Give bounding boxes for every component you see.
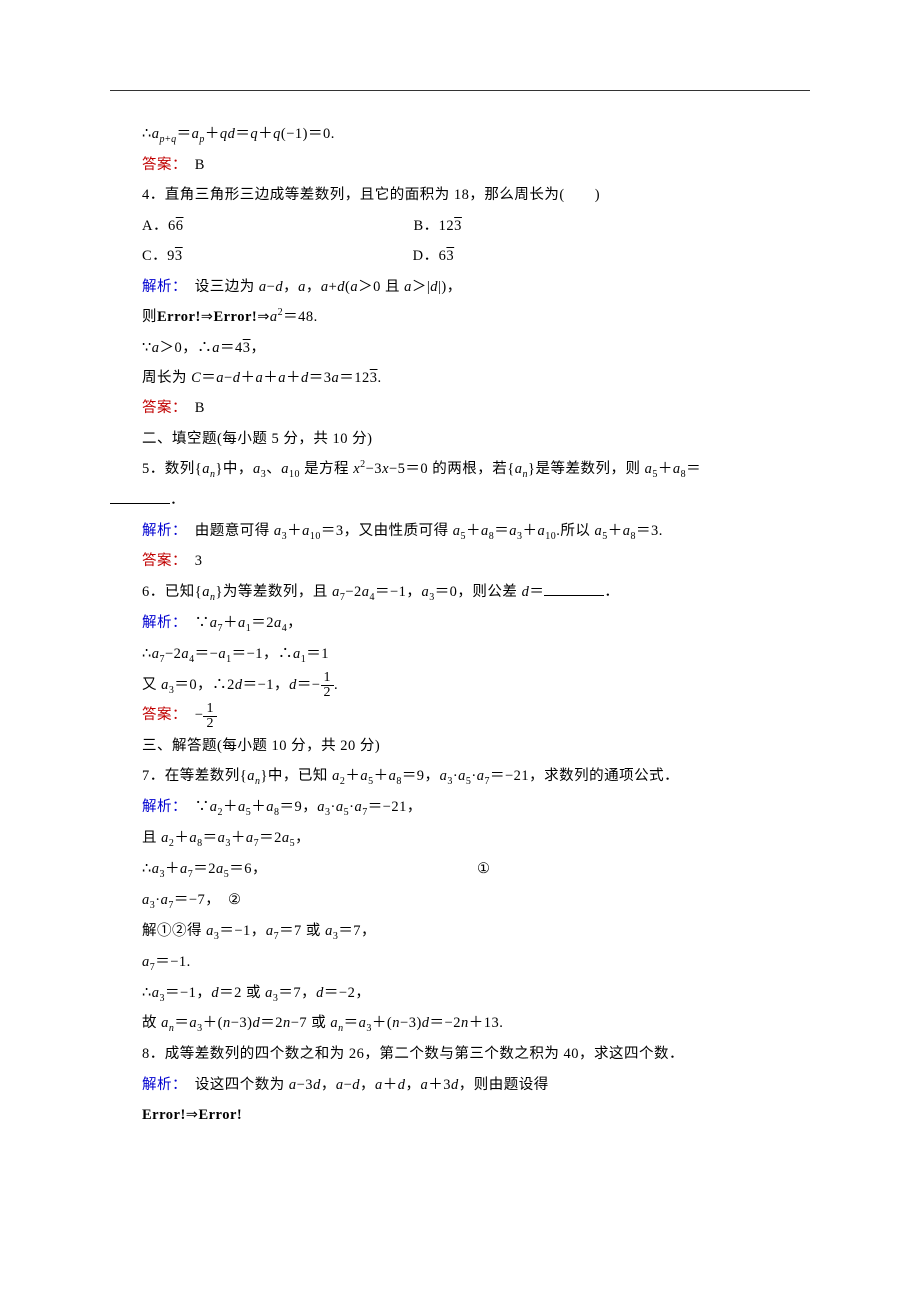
q4-row-cd: C．93 D．63	[110, 241, 810, 271]
analysis-label: 解析：	[142, 1077, 180, 1093]
q4-stem: 4．直角三角形三边成等差数列，且它的面积为 18，那么周长为( )	[110, 180, 810, 210]
q4-row-ab: A．66 B．123	[110, 211, 810, 241]
q4-answer: 答案： B	[110, 393, 810, 423]
q7-l1: 解析： ∵a2＋a5＋a8＝9，a3·a5·a7＝−21，	[110, 792, 810, 823]
q8-l2: Error!⇒Error!	[110, 1100, 810, 1130]
q7-l5: 解①②得 a3＝−1，a7＝7 或 a3＝7，	[110, 916, 810, 947]
analysis-label: 解析：	[142, 799, 180, 815]
q4-opt-a: A．66	[142, 218, 183, 234]
answer-label: 答案：	[142, 707, 180, 723]
q5-answer-value: 3	[195, 553, 203, 569]
q6-stem: 6．已知{an}为等差数列，且 a7−2a4＝−1，a3＝0，则公差 d＝．	[110, 577, 810, 608]
error-text: Error!	[142, 1107, 186, 1123]
q6-answer-value: −12	[195, 707, 217, 723]
error-text: Error!	[198, 1107, 242, 1123]
q5-stem: 5．数列{an}中，a3、a10 是方程 x2−3x−5＝0 的两根，若{an}…	[110, 454, 810, 485]
fraction-1-2: 12	[203, 702, 217, 731]
q8-l1: 解析： 设这四个数为 a−3d，a−d，a＋d，a＋3d，则由题设得	[110, 1070, 810, 1100]
q7-l2: 且 a2＋a8＝a3＋a7＝2a5，	[110, 823, 810, 854]
pre-answer: 答案： B	[110, 150, 810, 180]
q6-analysis-1: 解析： ∵a7＋a1＝2a4，	[110, 608, 810, 639]
q7-l3: ∴a3＋a7＝2a5＝6，①	[110, 854, 810, 885]
analysis-label: 解析：	[142, 615, 180, 631]
q5-answer: 答案： 3	[110, 546, 810, 576]
q4-analysis-4: 周长为 C＝a−d＋a＋a＋d＝3a＝123.	[110, 363, 810, 393]
answer-label: 答案：	[142, 400, 180, 416]
fraction-1-2: 12	[321, 671, 335, 700]
q5-blank-row: ．	[110, 485, 810, 515]
q4-analysis-2: 则Error!⇒Error!⇒a2＝48.	[110, 302, 810, 332]
pre-derivation: ∴ap+q＝ap＋qd＝q＋q(−1)＝0.	[110, 119, 810, 150]
q7-l4: a3·a7＝−7， ②	[110, 885, 810, 916]
q5-blank[interactable]	[110, 490, 170, 504]
q6-analysis-3: 又 a3＝0，∴2d＝−1，d＝−12.	[110, 670, 810, 701]
analysis-label: 解析：	[142, 523, 180, 539]
q4-analysis-3: ∵a＞0，∴a＝43，	[110, 333, 810, 363]
q6-answer: 答案： −12	[110, 700, 810, 730]
q8-stem: 8．成等差数列的四个数之和为 26，第二个数与第三个数之积为 40，求这四个数．	[110, 1039, 810, 1069]
q4-analysis-1: 解析： 设三边为 a−d，a，a+d(a＞0 且 a＞|d|)，	[110, 272, 810, 302]
mark-2: ②	[228, 885, 242, 915]
section-2-title: 二、填空题(每小题 5 分，共 10 分)	[110, 424, 810, 454]
q4-opt-d: D．63	[413, 248, 454, 264]
section-3-title: 三、解答题(每小题 10 分，共 20 分)	[110, 731, 810, 761]
q4-opt-b: B．123	[413, 218, 461, 234]
q7-l8: 故 an＝a3＋(n−3)d＝2n−7 或 an＝a3＋(n−3)d＝−2n＋1…	[110, 1008, 810, 1039]
answer-label: 答案：	[142, 553, 180, 569]
q7-stem: 7．在等差数列{an}中，已知 a2＋a5＋a8＝9，a3·a5·a7＝−21，…	[110, 761, 810, 792]
answer-label: 答案：	[142, 157, 180, 173]
error-text: Error!	[213, 309, 257, 325]
page-top-rule	[110, 90, 810, 91]
q7-l6: a7＝−1.	[110, 947, 810, 978]
mark-1: ①	[477, 854, 491, 884]
q4-answer-value: B	[195, 400, 205, 416]
q7-l7: ∴a3＝−1，d＝2 或 a3＝7，d＝−2，	[110, 978, 810, 1009]
error-text: Error!	[157, 309, 201, 325]
pre-answer-value: B	[195, 157, 205, 173]
analysis-label: 解析：	[142, 279, 180, 295]
q6-analysis-2: ∴a7−2a4＝−a1＝−1，∴a1＝1	[110, 639, 810, 670]
q5-analysis: 解析： 由题意可得 a3＋a10＝3，又由性质可得 a5＋a8＝a3＋a10.所…	[110, 516, 810, 547]
q4-opt-c: C．93	[142, 248, 183, 264]
q6-blank[interactable]	[544, 582, 604, 596]
